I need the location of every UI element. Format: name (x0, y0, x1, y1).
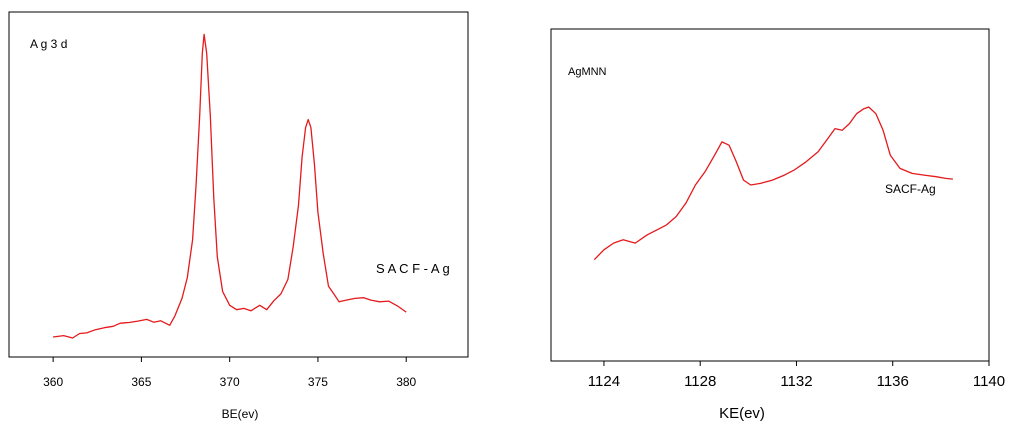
x-tick-label: 1124 (588, 373, 620, 390)
x-axis-ticks: 1124 1128 1132 1136 1140 (588, 361, 1005, 390)
x-tick-label: 1140 (973, 373, 1005, 390)
x-axis-ticks: 360 365 370 375 380 (43, 357, 417, 389)
chart-agmnn: 1124 1128 1132 1136 1140 AgMNN SACF-Ag KE(ev… (550, 28, 1005, 422)
plot-frame (8, 11, 469, 358)
panel-label: AgMNN (568, 66, 607, 78)
x-tick-label: 365 (131, 375, 151, 389)
series-line (593, 106, 953, 261)
series-annotation: S A C F - A g (376, 261, 450, 276)
x-tick-label: 380 (396, 375, 416, 389)
panel-label: A g 3 d (30, 37, 67, 51)
x-tick-label: 1128 (684, 373, 716, 390)
x-tick-label: 375 (308, 375, 328, 389)
x-tick-label: 370 (220, 375, 240, 389)
x-tick-label: 360 (43, 375, 63, 389)
chart-ag3d: 360 365 370 375 380 A g 3 d S A C F - A g BE… (8, 11, 469, 421)
x-tick-label: 1136 (877, 373, 909, 390)
x-axis-label: BE(ev) (222, 407, 259, 421)
series-line (53, 33, 407, 339)
x-tick-label: 1132 (780, 373, 812, 390)
plot-frame (550, 28, 990, 362)
x-axis-label: KE(ev) (719, 405, 765, 422)
series-annotation: SACF-Ag (885, 182, 936, 196)
